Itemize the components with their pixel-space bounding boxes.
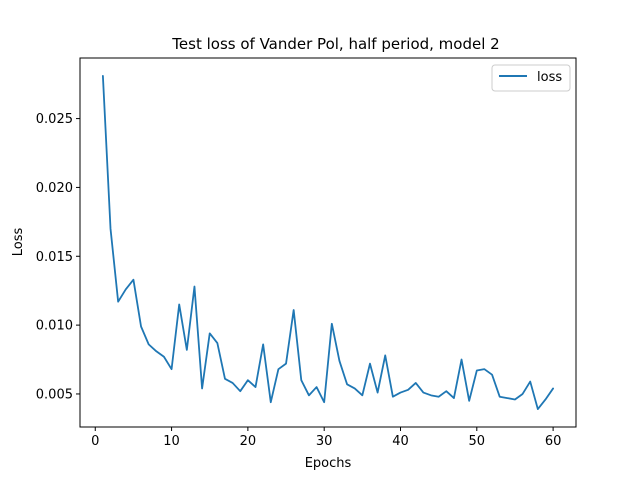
x-tick-label: 10 (163, 434, 180, 449)
x-tick-label: 40 (392, 434, 409, 449)
x-axis: 0 10 20 30 40 50 60 (91, 427, 561, 449)
x-tick-label: 50 (469, 434, 486, 449)
y-tick-label: 0.010 (36, 319, 73, 334)
legend-box (491, 64, 571, 92)
y-tick-label: 0.015 (36, 250, 73, 265)
y-tick-label: 0.005 (36, 387, 73, 402)
y-axis-label: Loss (11, 228, 26, 257)
y-tick-label: 0.025 (36, 112, 73, 127)
axes-frame (79, 57, 577, 428)
legend: loss (491, 64, 571, 92)
plot-area (101, 75, 555, 411)
x-tick-label: 60 (545, 434, 562, 449)
x-tick-label: 30 (316, 434, 333, 449)
chart-title: Test loss of Vander Pol, half period, mo… (171, 35, 499, 53)
x-tick-label: 0 (91, 434, 99, 449)
y-tick-label: 0.020 (36, 181, 73, 196)
x-tick-label: 20 (240, 434, 257, 449)
x-axis-label: Epochs (305, 456, 352, 471)
y-axis: 0.005 0.010 0.015 0.020 0.025 (36, 112, 80, 402)
series-line-loss (101, 75, 555, 411)
legend-label-loss: loss (537, 70, 562, 85)
